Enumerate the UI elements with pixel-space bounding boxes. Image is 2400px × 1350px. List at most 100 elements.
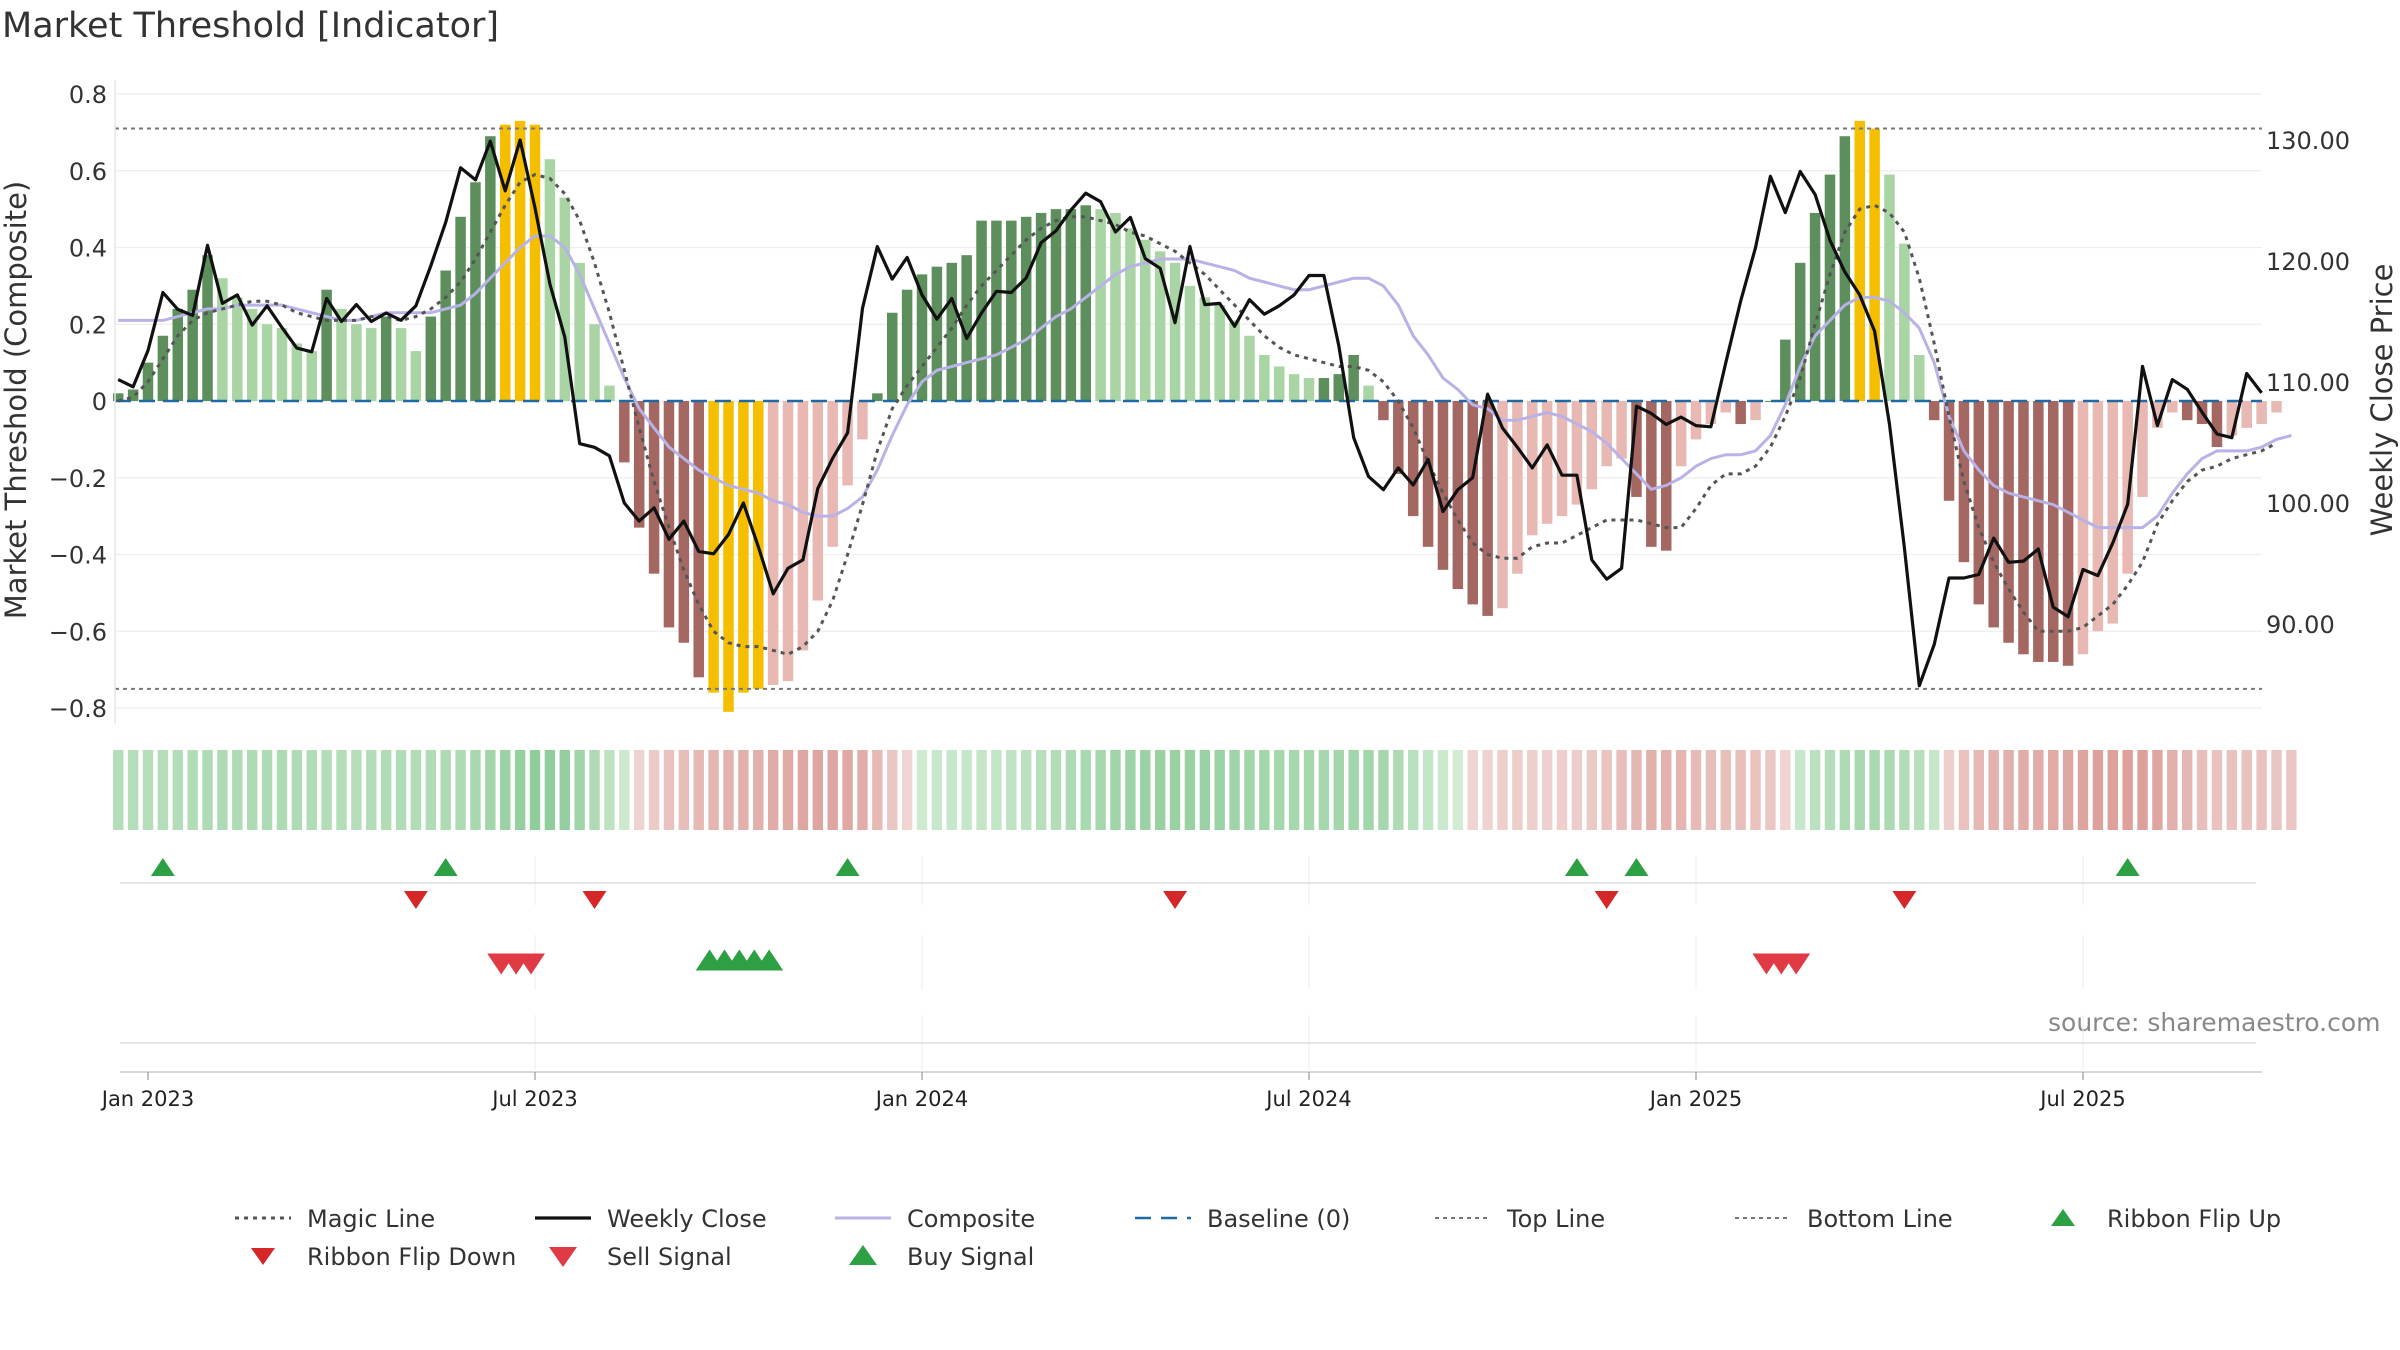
composite-bar xyxy=(693,401,704,678)
composite-bar xyxy=(916,274,928,401)
date-tick-label: Jan 2025 xyxy=(1648,1087,1743,1111)
ribbon-cell xyxy=(2003,750,2014,830)
ribbon-cell xyxy=(1407,750,1419,830)
ribbon-cell xyxy=(1512,750,1523,830)
ribbon-cell xyxy=(2048,750,2059,830)
composite-bar xyxy=(1914,354,1925,401)
ribbon-cell xyxy=(1095,750,1106,830)
ribbon-cell xyxy=(1184,750,1196,830)
ribbon-cell xyxy=(2107,750,2118,830)
weekly-close-line xyxy=(117,138,2263,688)
ribbon-cell xyxy=(2181,750,2193,830)
ribbon-cell xyxy=(1914,750,1925,830)
ribbon-cell xyxy=(306,750,317,830)
ribbon-cell xyxy=(366,750,377,830)
ribbon-cell xyxy=(1437,750,1449,830)
ribbon-cell xyxy=(1125,750,1136,830)
composite-bar xyxy=(1154,251,1166,401)
composite-bar xyxy=(2271,401,2282,413)
ribbon-cell xyxy=(827,750,838,830)
composite-bar xyxy=(455,216,466,401)
composite-bar xyxy=(708,401,719,693)
ribbon-cell xyxy=(1050,750,1062,830)
ribbon-cell xyxy=(142,750,154,830)
ribbon-cell xyxy=(1765,750,1776,830)
ribbon-cell xyxy=(187,750,198,830)
ribbon-cell xyxy=(2137,750,2148,830)
ribbon-cell xyxy=(1824,750,1836,830)
ribbon-cell xyxy=(1541,750,1553,830)
composite-bar xyxy=(112,393,124,401)
composite-bar xyxy=(366,328,377,401)
ribbon-cell xyxy=(574,750,585,830)
composite-bar xyxy=(2211,401,2223,448)
ribbon-cell xyxy=(2167,750,2178,830)
composite-bar xyxy=(1333,374,1345,401)
composite-bar xyxy=(1393,401,1404,474)
composite-bar xyxy=(187,289,198,401)
date-tick-label: Jul 2023 xyxy=(490,1087,577,1111)
composite-bar xyxy=(202,255,213,401)
ribbon-flip-down-marker xyxy=(582,891,607,909)
ribbon-cell xyxy=(246,750,258,830)
ribbon-cell xyxy=(1854,750,1865,830)
composite-bar xyxy=(1705,401,1717,425)
composite-bar xyxy=(1422,401,1434,547)
ribbon-cell xyxy=(1452,750,1464,830)
composite-bar xyxy=(1631,401,1642,497)
ribbon-cell xyxy=(1020,750,1032,830)
composite-bar xyxy=(797,401,809,651)
legend-swatch xyxy=(251,1248,275,1265)
ribbon-cell xyxy=(1065,750,1077,830)
composite-bar xyxy=(529,124,541,401)
left-tick-label: 0.2 xyxy=(69,311,107,339)
ribbon-flip-up-marker xyxy=(150,858,175,876)
ribbon-cell xyxy=(1393,750,1404,830)
composite-bar xyxy=(1616,401,1627,459)
composite-bar xyxy=(1452,401,1464,590)
composite-bar xyxy=(1229,320,1240,401)
right-axis-label: Weekly Close Price xyxy=(2365,264,2399,537)
ribbon-cell xyxy=(753,750,764,830)
composite-bar xyxy=(1467,401,1478,605)
composite-bar xyxy=(2077,401,2089,655)
ribbon-cell xyxy=(1899,750,1910,830)
composite-bars xyxy=(112,120,2282,712)
composite-bar xyxy=(1497,401,1508,609)
ribbon-cell xyxy=(648,750,660,830)
composite-bar xyxy=(782,401,794,682)
ribbon-cell xyxy=(1110,750,1121,830)
composite-bar xyxy=(2256,401,2267,425)
buy-signal-marker xyxy=(755,949,784,971)
left-tick-label: −0.4 xyxy=(49,542,107,570)
ribbon-cell xyxy=(767,750,779,830)
sell-signal-marker xyxy=(1782,953,1811,975)
magic-line xyxy=(117,173,2278,656)
composite-bar xyxy=(395,328,407,401)
ribbon-cell xyxy=(500,750,511,830)
ribbon-cell xyxy=(842,750,853,830)
ribbon-cell xyxy=(1735,750,1746,830)
composite-bar xyxy=(276,328,288,401)
ribbon-cell xyxy=(976,750,987,830)
ribbon-cell xyxy=(2211,750,2223,830)
legend-label: Buy Signal xyxy=(907,1243,1034,1271)
ribbon-cell xyxy=(455,750,466,830)
composite-bar xyxy=(1794,262,1806,401)
composite-bar xyxy=(931,266,943,401)
composite-bar xyxy=(1690,401,1702,440)
composite-bar xyxy=(336,308,347,401)
ribbon-cell xyxy=(1080,750,1091,830)
composite-bar xyxy=(961,255,972,401)
composite-bar xyxy=(901,289,913,401)
composite-bar xyxy=(232,297,243,401)
ribbon-cell xyxy=(1378,750,1389,830)
composite-bar xyxy=(619,401,630,463)
composite-bar xyxy=(1482,401,1493,616)
left-tick-label: −0.8 xyxy=(49,695,107,723)
composite-bar xyxy=(1184,285,1196,401)
ribbon-cell xyxy=(544,750,556,830)
ribbon-cell xyxy=(113,750,124,830)
composite-bar xyxy=(2152,401,2163,428)
